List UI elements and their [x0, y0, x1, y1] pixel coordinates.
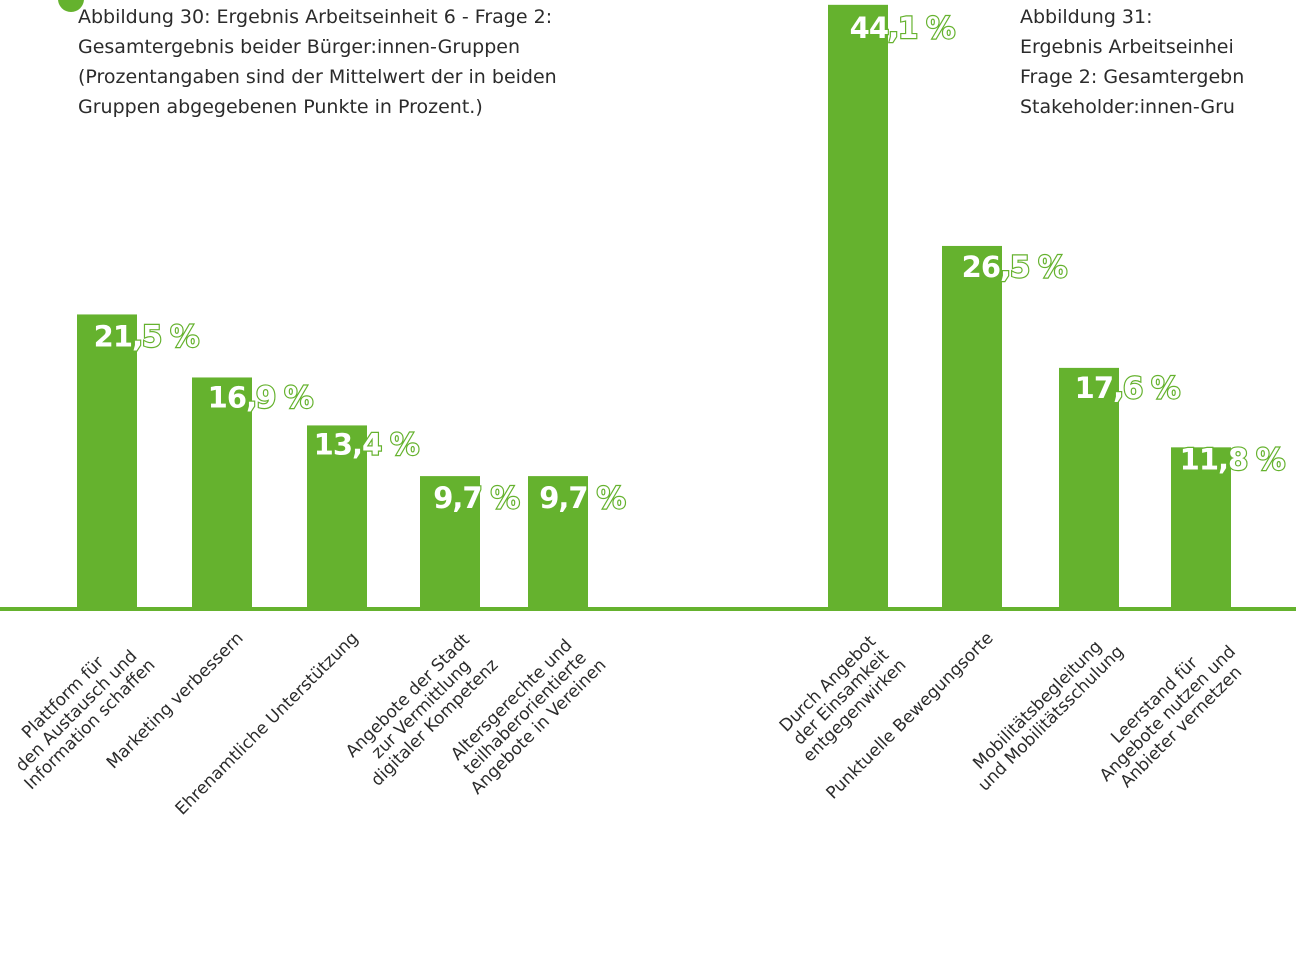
- value-label-left-4: 9,7 %: [433, 481, 519, 515]
- caption-right-line: Abbildung 31:: [1020, 6, 1153, 28]
- category-label-left-1: Plattform fürden Austausch undInformatio…: [0, 628, 159, 794]
- bar-right-1: [828, 4, 888, 609]
- bar-left-4: [420, 476, 480, 609]
- figure-caption-right: Abbildung 31: Ergebnis Arbeitseinhei Fra…: [1020, 2, 1244, 122]
- value-label-left-2: 16,9 %: [208, 380, 314, 414]
- value-label-right-2: 26,5 %: [962, 250, 1068, 284]
- value-label-right-1: 44,1 %: [850, 11, 956, 45]
- caption-right-line: Frage 2: Gesamtergebn: [1020, 66, 1245, 88]
- value-label-right-4: 11,8 %: [1180, 442, 1286, 476]
- accent-dot: [58, 0, 84, 12]
- bar-left-5: [528, 476, 588, 609]
- caption-right-line: Ergebnis Arbeitseinhei: [1020, 36, 1234, 58]
- caption-left-line: Abbildung 30: Ergebnis Arbeitseinheit 6 …: [78, 6, 553, 28]
- bar-right-2: [942, 245, 1002, 609]
- value-label-left-5: 9,7 %: [539, 481, 625, 515]
- bar-right-3: [1059, 367, 1119, 609]
- caption-left-line: (Prozentangaben sind der Mittelwert der …: [78, 66, 557, 88]
- caption-left-line: Gesamtergebnis beider Bürger:innen-Grupp…: [78, 36, 521, 58]
- value-label-right-3: 17,6 %: [1075, 371, 1181, 405]
- category-label-left-3: Ehrenamtliche Unterstützung: [172, 628, 363, 819]
- bar-right-4: [1171, 447, 1231, 609]
- bar-left-3: [307, 425, 367, 609]
- chart-left-bars: 21,5 % Plattform fürden Austausch undInfo…: [0, 314, 628, 819]
- caption-left-line: Gruppen abgegebenen Punkte in Prozent.): [78, 96, 483, 118]
- caption-right-line: Stakeholder:innen-Gru: [1020, 96, 1235, 118]
- category-label-left-5: Altersgerechte undteilhaberorientierteAn…: [440, 628, 610, 798]
- value-label-left-1: 21,5 %: [94, 319, 200, 353]
- bar-left-1: [77, 314, 137, 609]
- value-label-left-3: 13,4 %: [314, 427, 420, 461]
- chart-right-bars: 44,1 %Durch Angebotder Einsamkeitentgege…: [776, 4, 1287, 803]
- bar-left-2: [192, 377, 252, 609]
- figure-caption-left: Abbildung 30: Ergebnis Arbeitseinheit 6 …: [78, 2, 557, 122]
